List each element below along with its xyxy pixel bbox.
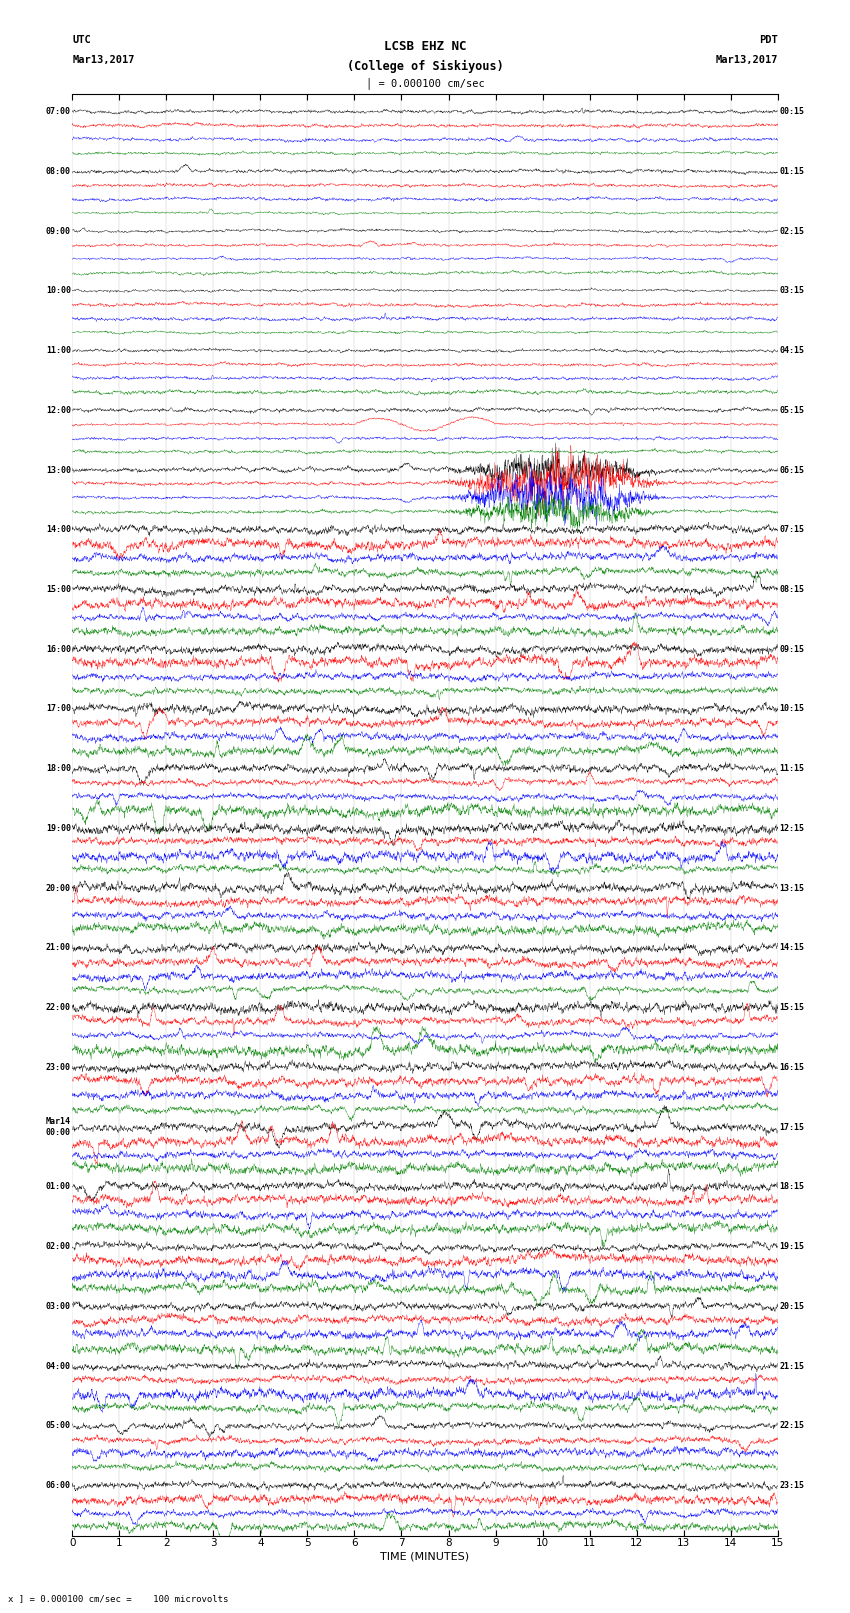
Text: 05:15: 05:15 [779,406,804,415]
Text: 21:15: 21:15 [779,1361,804,1371]
Text: 08:15: 08:15 [779,586,804,594]
Text: LCSB EHZ NC: LCSB EHZ NC [383,40,467,53]
Text: 06:00: 06:00 [46,1481,71,1490]
Text: 01:15: 01:15 [779,166,804,176]
Text: 09:15: 09:15 [779,645,804,653]
Text: 01:00: 01:00 [46,1182,71,1192]
Text: 18:00: 18:00 [46,765,71,773]
Text: 00:15: 00:15 [779,106,804,116]
Text: 11:15: 11:15 [779,765,804,773]
Text: 10:00: 10:00 [46,287,71,295]
Text: 15:15: 15:15 [779,1003,804,1013]
Text: 09:00: 09:00 [46,226,71,235]
Text: 05:00: 05:00 [46,1421,71,1431]
Text: 07:15: 07:15 [779,526,804,534]
Text: Mar14
00:00: Mar14 00:00 [46,1118,71,1137]
Text: (College of Siskiyous): (College of Siskiyous) [347,60,503,73]
Text: 06:15: 06:15 [779,466,804,474]
Text: 13:15: 13:15 [779,884,804,892]
Text: 16:00: 16:00 [46,645,71,653]
Text: 04:00: 04:00 [46,1361,71,1371]
Text: 17:00: 17:00 [46,705,71,713]
Text: 18:15: 18:15 [779,1182,804,1192]
Text: 23:15: 23:15 [779,1481,804,1490]
Text: 17:15: 17:15 [779,1123,804,1132]
Text: 04:15: 04:15 [779,347,804,355]
Text: PDT: PDT [759,35,778,45]
Text: 22:15: 22:15 [779,1421,804,1431]
Text: Mar13,2017: Mar13,2017 [715,55,778,65]
Text: 12:15: 12:15 [779,824,804,832]
Text: Mar13,2017: Mar13,2017 [72,55,135,65]
Text: 10:15: 10:15 [779,705,804,713]
Text: 21:00: 21:00 [46,944,71,952]
Text: 02:15: 02:15 [779,226,804,235]
Text: 12:00: 12:00 [46,406,71,415]
Text: 20:00: 20:00 [46,884,71,892]
Text: 22:00: 22:00 [46,1003,71,1013]
Text: 23:00: 23:00 [46,1063,71,1073]
Text: 08:00: 08:00 [46,166,71,176]
Text: 19:15: 19:15 [779,1242,804,1252]
Text: 15:00: 15:00 [46,586,71,594]
Text: 13:00: 13:00 [46,466,71,474]
Text: 03:15: 03:15 [779,287,804,295]
Text: UTC: UTC [72,35,91,45]
Text: 02:00: 02:00 [46,1242,71,1252]
Text: 11:00: 11:00 [46,347,71,355]
Text: x ] = 0.000100 cm/sec =    100 microvolts: x ] = 0.000100 cm/sec = 100 microvolts [8,1594,229,1603]
Text: 16:15: 16:15 [779,1063,804,1073]
Text: │ = 0.000100 cm/sec: │ = 0.000100 cm/sec [366,77,484,89]
Text: 03:00: 03:00 [46,1302,71,1311]
Text: 20:15: 20:15 [779,1302,804,1311]
Text: 07:00: 07:00 [46,106,71,116]
Text: 14:15: 14:15 [779,944,804,952]
Text: 14:00: 14:00 [46,526,71,534]
Text: 19:00: 19:00 [46,824,71,832]
X-axis label: TIME (MINUTES): TIME (MINUTES) [381,1552,469,1561]
